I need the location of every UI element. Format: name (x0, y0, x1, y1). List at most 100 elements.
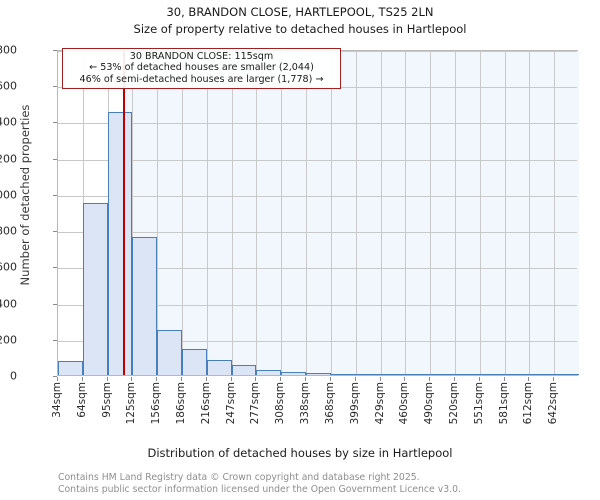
gridline-x-520sqm (454, 51, 456, 375)
y-tick-label: 800 (0, 224, 17, 238)
x-tick-label: 156sqm (150, 382, 163, 425)
gridline-y-200 (58, 340, 577, 342)
x-tick-mark (553, 377, 555, 381)
chart-subtitle: Size of property relative to detached ho… (133, 22, 467, 36)
x-tick-mark (205, 377, 207, 381)
x-tick-label: 186sqm (175, 382, 188, 425)
x-tick-mark (379, 377, 381, 381)
y-tick-label: 600 (0, 260, 17, 274)
histogram-bar (330, 374, 356, 375)
x-tick-label: 612sqm (522, 382, 535, 425)
gridline-x-581sqm (504, 51, 506, 375)
x-tick-label: 308sqm (274, 382, 287, 425)
y-tick-mark (53, 231, 57, 233)
chart-title-block: 30, BRANDON CLOSE, HARTLEPOOL, TS25 2LN … (0, 4, 600, 38)
y-tick-mark (53, 50, 57, 51)
y-tick-mark (53, 376, 57, 377)
y-tick-label: 1200 (0, 152, 17, 166)
x-tick-mark (81, 377, 83, 381)
x-tick-mark (156, 377, 158, 381)
x-tick-mark (404, 377, 406, 381)
gridline-y-1000 (58, 195, 577, 197)
y-tick-mark (53, 158, 57, 160)
property-annotation-box: 30 BRANDON CLOSE: 115sqm ← 53% of detach… (62, 48, 341, 90)
x-tick-mark (503, 377, 505, 381)
gridline-x-642sqm (554, 51, 556, 375)
x-tick-mark (181, 377, 183, 381)
x-tick-label: 429sqm (373, 382, 386, 425)
x-tick-label: 277sqm (249, 382, 262, 425)
gridline-x-308sqm (281, 51, 283, 375)
histogram-bar (182, 348, 207, 375)
x-tick-label: 490sqm (423, 382, 436, 425)
x-tick-label: 95sqm (100, 382, 113, 418)
x-tick-label: 460sqm (398, 382, 411, 425)
x-tick-label: 399sqm (348, 382, 361, 425)
histogram-bar (430, 374, 455, 375)
gridline-x-551sqm (479, 51, 481, 375)
gridline-x-186sqm (182, 51, 184, 375)
y-tick-label: 1600 (0, 79, 17, 93)
x-tick-label: 642sqm (547, 382, 560, 425)
gridline-x-277sqm (256, 51, 258, 375)
gridline-x-429sqm (380, 51, 382, 375)
histogram-bar (355, 374, 381, 375)
property-size-marker-line (122, 51, 125, 375)
annotation-property-label: 30 BRANDON CLOSE: 115sqm (129, 51, 274, 62)
gridline-y-800 (58, 232, 577, 234)
gridline-x-216sqm (206, 51, 208, 375)
gridline-x-125sqm (132, 51, 134, 375)
x-tick-mark (106, 377, 108, 381)
y-tick-mark (53, 339, 57, 341)
x-tick-mark (57, 377, 58, 381)
histogram-bar (256, 370, 282, 375)
histogram-bar (107, 112, 133, 375)
y-tick-label: 1400 (0, 115, 17, 129)
histogram-bar (529, 374, 555, 375)
annotation-larger-stat: 46% of semi-detached houses are larger (… (79, 73, 324, 85)
chart-plot-area (57, 50, 579, 376)
x-tick-label: 34sqm (51, 382, 63, 418)
histogram-bar (405, 374, 431, 375)
x-tick-label: 368sqm (323, 382, 336, 425)
histogram-bar (454, 374, 480, 375)
histogram-bar (380, 374, 406, 375)
x-tick-mark (305, 377, 307, 381)
gridline-y-600 (58, 268, 577, 270)
attribution-footer: Contains HM Land Registry data © Crown c… (58, 472, 598, 495)
y-tick-mark (53, 267, 57, 269)
histogram-bar (479, 374, 505, 375)
gridline-y-1200 (58, 159, 577, 161)
x-tick-label: 581sqm (497, 382, 510, 425)
gridline-x-490sqm (430, 51, 432, 375)
x-tick-label: 338sqm (299, 382, 312, 425)
x-tick-mark (329, 377, 331, 381)
x-tick-mark (131, 377, 133, 381)
gridline-y-400 (58, 304, 577, 306)
x-tick-mark (429, 377, 431, 381)
histogram-bar (157, 329, 183, 375)
x-tick-label: 64sqm (75, 382, 88, 418)
y-tick-mark (53, 194, 57, 196)
x-axis-title: Distribution of detached houses by size … (147, 446, 453, 460)
histogram-bar (82, 202, 108, 375)
x-tick-mark (354, 377, 356, 381)
gridline-x-338sqm (306, 51, 308, 375)
gridline-x-399sqm (355, 51, 357, 375)
gridline-x-156sqm (157, 51, 159, 375)
histogram-bar (206, 359, 232, 375)
page-title: 30, BRANDON CLOSE, HARTLEPOOL, TS25 2LN (166, 5, 434, 19)
annotation-smaller-stat: ← 53% of detached houses are smaller (2,… (89, 62, 314, 74)
x-tick-mark (528, 377, 530, 381)
gridline-x-612sqm (529, 51, 531, 375)
x-tick-label: 216sqm (199, 382, 212, 425)
y-tick-mark (53, 86, 57, 88)
x-tick-mark (478, 377, 480, 381)
y-tick-label: 1800 (0, 43, 17, 57)
gridline-y-1400 (58, 123, 577, 125)
y-tick-label: 400 (0, 297, 17, 311)
x-tick-mark (453, 377, 455, 381)
gridline-x-247sqm (231, 51, 233, 375)
y-tick-label: 200 (0, 333, 17, 347)
footer-line-1: Contains HM Land Registry data © Crown c… (58, 472, 420, 483)
